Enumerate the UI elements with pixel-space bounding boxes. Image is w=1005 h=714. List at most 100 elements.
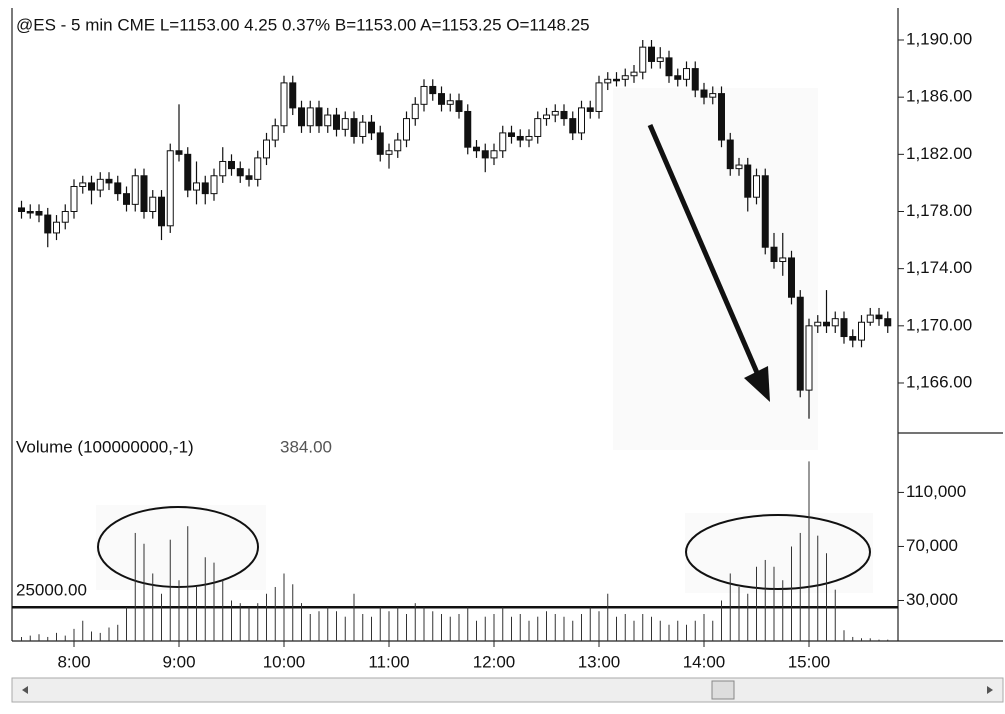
x-tick-label: 11:00 [368,652,409,671]
candle-body [473,146,480,152]
candle-body [683,68,690,80]
chart-title: @ES - 5 min CME L=1153.00 4.25 0.37% B=1… [16,15,590,34]
candle-body [411,103,419,120]
candle-body [761,175,769,248]
annotation-arrow [647,124,761,376]
candle-body [718,93,725,141]
candle-body [70,185,78,212]
candle-body [123,193,130,205]
candle-body [219,160,227,177]
candle-body [823,321,830,327]
candle-body [700,89,708,98]
candle-body [840,318,848,338]
candle-body [858,321,865,341]
candle-body [420,85,428,105]
x-tick-label: 8:00 [57,652,90,671]
candle-body [289,82,297,109]
candle-body [770,246,778,263]
candle-body [499,132,507,152]
candle-body [648,46,655,62]
candle-body [735,164,743,170]
candle-body [446,100,454,105]
x-tick-label: 9:00 [162,652,195,671]
candle-body [595,82,603,112]
candle-body [753,175,760,198]
candle-body [341,118,349,130]
candle-body [280,82,288,127]
candle-body [796,296,804,391]
scrollbar[interactable] [11,677,1004,703]
candle-body [831,318,839,327]
y-tick-label: 1,190.00 [906,29,972,48]
candle-body [788,257,795,298]
candle-body [26,210,34,214]
candle-body [569,118,577,134]
candle-body [298,107,305,127]
candle-body [149,196,157,212]
candle-body [131,175,139,205]
candle-body [236,168,244,177]
candle-body [61,210,69,223]
candle-body [105,178,113,184]
candle-body [228,160,235,170]
candle-body [534,118,542,137]
candle-body [175,150,183,155]
candle-body [271,125,279,141]
scroll-right[interactable] [987,686,993,694]
candle-body [726,139,734,170]
candle-body [438,93,445,105]
candle-body [429,85,437,95]
candle-body [359,121,367,137]
y2-tick-label: 70,000 [906,536,958,555]
y-tick-label: 1,178.00 [906,201,972,220]
candle-body [578,107,585,134]
candle-body [621,75,629,80]
x-tick-label: 10:00 [263,652,306,671]
candle-body [35,210,43,216]
annotation-ellipse [97,506,259,588]
candle-body [665,57,673,77]
candle-body [201,182,209,195]
candle-body [866,314,874,323]
candle-body [166,150,174,227]
y-tick-label: 1,174.00 [906,258,972,277]
candle-body [656,57,664,62]
candle-body [691,68,699,91]
highlight-box [613,88,818,450]
x-tick-label: 12:00 [473,652,516,671]
candle-body [481,150,489,159]
scroll-left[interactable] [22,686,28,694]
candle-body [849,336,857,341]
scroll-thumb[interactable] [711,680,735,700]
candle-body [551,110,559,116]
candle-body [210,175,218,195]
candle-body [875,314,883,320]
candle-body [508,132,515,137]
volume-level-label: 25000.00 [16,580,87,599]
candle-body [455,100,463,112]
candle-body [674,75,682,80]
candle-body [604,78,612,84]
y-tick-label: 1,182.00 [906,144,972,163]
candle-body [324,114,332,127]
candle-body [630,71,638,77]
annotation-ellipse [685,514,871,590]
candle-body [350,118,358,137]
x-tick-label: 13:00 [578,652,621,671]
candle-body [140,175,148,212]
candle-body [254,157,262,180]
candle-body [263,139,270,159]
candle-body [306,107,314,127]
y2-tick-label: 30,000 [906,590,958,609]
candle-body [18,207,25,212]
volume-title: Volume (100000000,-1) [16,437,194,456]
candle-body [490,150,498,159]
candle-body [560,110,568,120]
candle-body [53,221,60,234]
candle-body [464,110,472,148]
candle-body [639,46,647,73]
candle-body [114,182,122,195]
candle-body [79,182,87,187]
x-tick-label: 15:00 [788,652,831,671]
